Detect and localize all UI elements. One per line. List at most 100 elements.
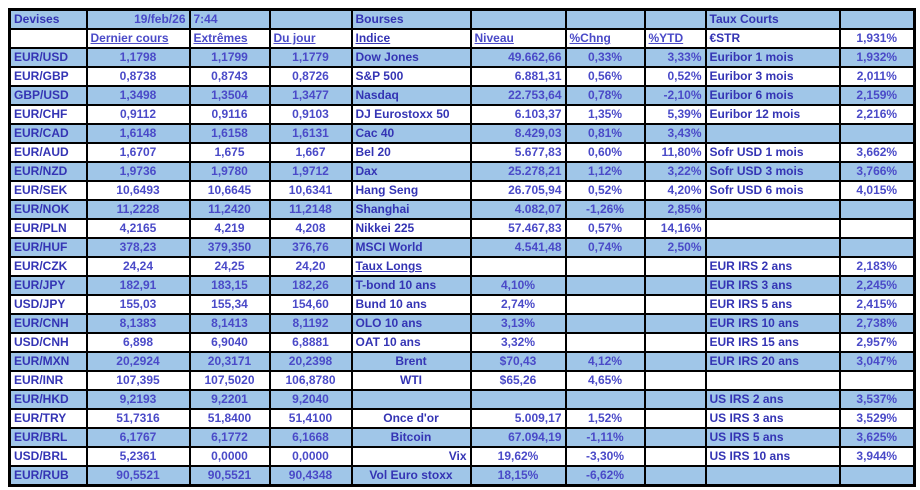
indice: Brent <box>350 351 472 372</box>
header-indice: Indice <box>350 28 472 49</box>
extremes: 8,1413 <box>188 313 271 334</box>
pct-chng: 0,74% <box>564 237 646 258</box>
taux-label: Sofr USD 1 mois <box>704 142 841 163</box>
table-row: EUR/MXN 20,2924 20,3171 20,2398 Brent $70,43 4… <box>8 351 916 372</box>
dernier-cours: 182,91 <box>85 275 191 296</box>
pct-ytd: -2,10% <box>643 85 707 106</box>
table-row: EUR/GBP 0,8738 0,8743 0,8726 S&P 500 6.881,31… <box>8 66 916 87</box>
taux-label: EUR IRS 2 ans <box>704 256 841 277</box>
dernier-cours: 1,3498 <box>85 85 191 106</box>
devises-section-title: Devises <box>8 8 88 30</box>
niveau: 3,13% <box>469 313 567 334</box>
indice: MSCI World <box>350 237 472 258</box>
currency-pair: EUR/SEK <box>8 180 88 201</box>
taux-value: 2,957% <box>838 332 916 353</box>
taux-label: Sofr USD 6 mois <box>704 180 841 201</box>
taux-value: 3,625% <box>838 427 916 448</box>
pct-ytd: 14,16% <box>643 218 707 239</box>
niveau: 22.753,64 <box>469 85 567 106</box>
taux-value: 2,738% <box>838 313 916 334</box>
header-pct-ytd: %YTD <box>643 28 707 49</box>
taux-value: 3,529% <box>838 408 916 429</box>
table-row: USD/JPY 155,03 155,34 154,60 Bund 10 ans 2,74… <box>8 294 916 315</box>
taux-value: 2,183% <box>838 256 916 277</box>
currency-pair: EUR/GBP <box>8 66 88 87</box>
du-jour: 1,6131 <box>268 123 353 144</box>
blank-cell <box>564 8 646 30</box>
table-row: EUR/CNH 8,1383 8,1413 8,1192 OLO 10 ans 3,13%… <box>8 313 916 334</box>
bourses-section-title: Bourses <box>350 8 472 30</box>
indice: Once d'or <box>350 408 472 429</box>
du-jour: 20,2398 <box>268 351 353 372</box>
taux-value: 3,047% <box>838 351 916 372</box>
niveau: 4.541,48 <box>469 237 567 258</box>
taux-label <box>704 465 841 487</box>
taux-value <box>838 237 916 258</box>
indice: WTI <box>350 370 472 391</box>
pct-chng <box>564 256 646 277</box>
pct-chng: -6,62% <box>564 465 646 487</box>
niveau: 67.094,19 <box>469 427 567 448</box>
taux-label <box>704 123 841 144</box>
taux-label: EUR IRS 5 ans <box>704 294 841 315</box>
indice: Taux Longs <box>350 256 472 277</box>
indice: Nasdaq <box>350 85 472 106</box>
niveau: 3,32% <box>469 332 567 353</box>
du-jour: 4,208 <box>268 218 353 239</box>
table-row: EUR/NOK 11,2228 11,2420 11,2148 Shanghai 4.08… <box>8 199 916 220</box>
du-jour: 0,9103 <box>268 104 353 125</box>
taux-label: Euribor 12 mois <box>704 104 841 125</box>
dernier-cours: 6,898 <box>85 332 191 353</box>
taux-value: 1,932% <box>838 47 916 68</box>
dernier-cours: 20,2924 <box>85 351 191 372</box>
du-jour: 51,4100 <box>268 408 353 429</box>
niveau: 57.467,83 <box>469 218 567 239</box>
taux-value: 2,245% <box>838 275 916 296</box>
dernier-cours: 6,1767 <box>85 427 191 448</box>
pct-ytd: 2,50% <box>643 237 707 258</box>
pct-chng: 0,60% <box>564 142 646 163</box>
pct-chng: -3,30% <box>564 446 646 467</box>
indice: OLO 10 ans <box>350 313 472 334</box>
extremes: 0,9116 <box>188 104 271 125</box>
pct-ytd: 2,85% <box>643 199 707 220</box>
blank-cell <box>643 8 707 30</box>
dernier-cours: 4,2165 <box>85 218 191 239</box>
niveau: 4.082,07 <box>469 199 567 220</box>
table-row: EUR/BRL 6,1767 6,1772 6,1668 Bitcoin 67.094,1… <box>8 427 916 448</box>
header-pct-chng: %Chng <box>564 28 646 49</box>
indice: Bitcoin <box>350 427 472 448</box>
market-rates-sheet: Devises 19/feb/26 7:44 Bourses Taux Courts De… <box>8 8 916 487</box>
currency-pair: EUR/RUB <box>8 465 88 487</box>
currency-pair: EUR/JPY <box>8 275 88 296</box>
extremes: 1,3504 <box>188 85 271 106</box>
du-jour: 90,4348 <box>268 465 353 487</box>
pct-ytd <box>643 389 707 410</box>
header-taux-label: €STR <box>704 28 841 49</box>
pct-chng: 0,81% <box>564 123 646 144</box>
header-du-jour: Du jour <box>268 28 353 49</box>
currency-pair: EUR/CAD <box>8 123 88 144</box>
taux-value: 3,944% <box>838 446 916 467</box>
indice: Hang Seng <box>350 180 472 201</box>
taux-label: EUR IRS 10 ans <box>704 313 841 334</box>
indice: Cac 40 <box>350 123 472 144</box>
niveau: 6.881,31 <box>469 66 567 87</box>
extremes: 1,9780 <box>188 161 271 182</box>
taux-value <box>838 218 916 239</box>
indice: Nikkei 225 <box>350 218 472 239</box>
pct-ytd: 11,80% <box>643 142 707 163</box>
niveau <box>469 389 567 410</box>
du-jour: 6,8881 <box>268 332 353 353</box>
taux-value: 4,015% <box>838 180 916 201</box>
indice: Shanghai <box>350 199 472 220</box>
niveau <box>469 256 567 277</box>
taux-label: Sofr USD 3 mois <box>704 161 841 182</box>
pct-chng: -1,26% <box>564 199 646 220</box>
extremes: 20,3171 <box>188 351 271 372</box>
du-jour: 9,2040 <box>268 389 353 410</box>
currency-pair: USD/BRL <box>8 446 88 467</box>
dernier-cours: 8,1383 <box>85 313 191 334</box>
pct-ytd <box>643 294 707 315</box>
taux-value: 2,415% <box>838 294 916 315</box>
